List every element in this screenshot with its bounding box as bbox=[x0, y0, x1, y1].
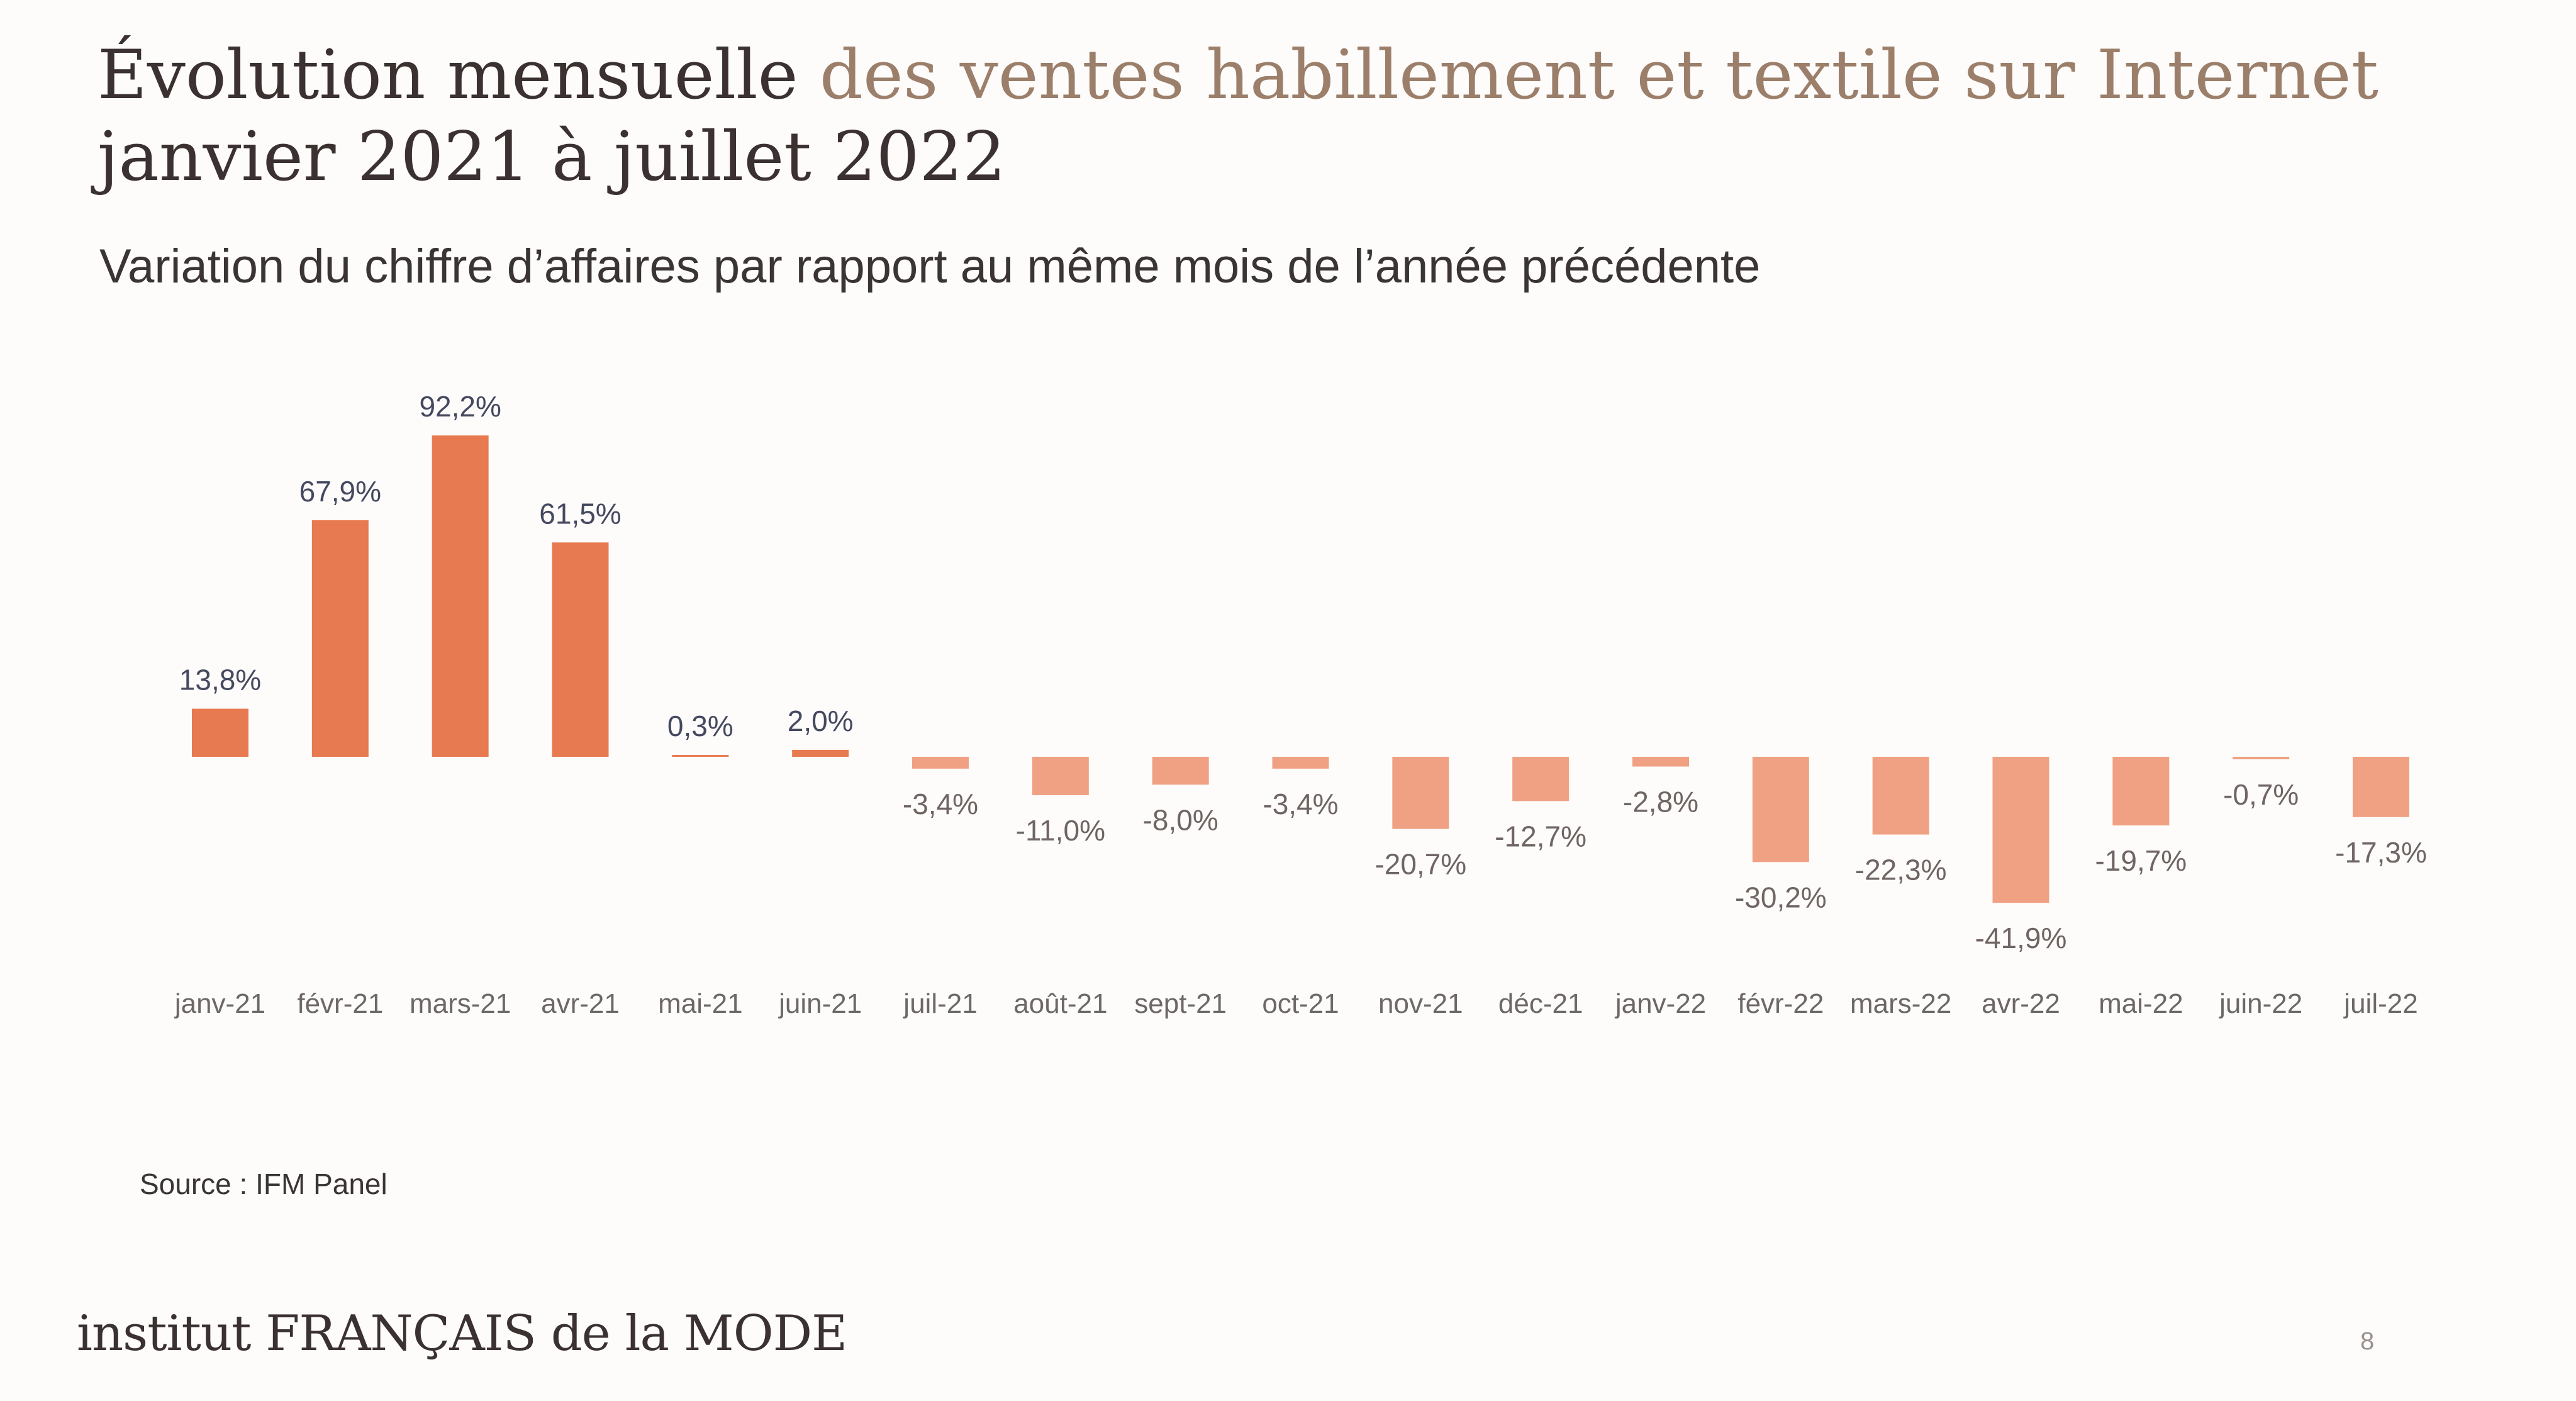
data-label-juin-21: 2,0% bbox=[788, 705, 854, 737]
data-label-janv-21: 13,8% bbox=[179, 664, 261, 696]
data-label-oct-21: -3,4% bbox=[1263, 788, 1338, 820]
data-label-janv-22: -2,8% bbox=[1623, 786, 1698, 818]
category-label-nov-21: nov-21 bbox=[1378, 988, 1463, 1019]
bar-mars-21 bbox=[432, 435, 489, 757]
bar-oct-21 bbox=[1272, 757, 1329, 769]
data-label-mai-22: -19,7% bbox=[2095, 844, 2187, 877]
category-label-juin-22: juin-22 bbox=[2218, 988, 2302, 1019]
data-label-mars-21: 92,2% bbox=[419, 390, 501, 423]
bar-déc-21 bbox=[1512, 757, 1570, 801]
category-label-sept-21: sept-21 bbox=[1134, 988, 1227, 1019]
bar-févr-22 bbox=[1752, 757, 1809, 862]
data-label-avr-22: -41,9% bbox=[1975, 922, 2067, 954]
category-label-janv-21: janv-21 bbox=[174, 988, 265, 1019]
brand-logo: institut FRANÇAIS de la MODE bbox=[77, 1305, 847, 1362]
bar-sept-21 bbox=[1152, 757, 1209, 785]
data-label-juin-22: -0,7% bbox=[2223, 778, 2299, 811]
category-label-oct-21: oct-21 bbox=[1262, 988, 1339, 1019]
title-line1-part2: des ventes habillement et textile sur In… bbox=[798, 36, 2379, 114]
bar-mai-21 bbox=[672, 755, 729, 757]
bar-chart: 13,8% janv-21 67,9% févr-21 92,2% mars-21 61,5… bbox=[174, 390, 2427, 1019]
data-label-avr-21: 61,5% bbox=[539, 497, 621, 530]
category-label-janv-22: janv-22 bbox=[1614, 988, 1706, 1019]
page-number: 8 bbox=[2360, 1327, 2375, 1355]
category-label-juil-22: juil-22 bbox=[2343, 988, 2417, 1019]
bar-mai-22 bbox=[2112, 757, 2170, 826]
category-label-juin-21: juin-21 bbox=[778, 988, 862, 1019]
bar-juil-21 bbox=[912, 757, 969, 769]
title-line2: janvier 2021 à juillet 2022 bbox=[98, 118, 1006, 196]
bar-févr-21 bbox=[311, 520, 369, 757]
category-label-déc-21: déc-21 bbox=[1498, 988, 1583, 1019]
data-label-juil-22: -17,3% bbox=[2335, 836, 2427, 869]
chart-subtitle: Variation du chiffre d’affaires par rapp… bbox=[99, 240, 1761, 293]
data-label-mai-21: 0,3% bbox=[667, 710, 733, 742]
bar-janv-22 bbox=[1632, 757, 1689, 767]
category-label-août-21: août-21 bbox=[1013, 988, 1107, 1019]
data-label-août-21: -11,0% bbox=[1016, 814, 1105, 847]
bar-janv-21 bbox=[192, 708, 248, 757]
category-label-juil-21: juil-21 bbox=[902, 988, 977, 1019]
category-label-févr-21: févr-21 bbox=[297, 988, 383, 1019]
data-label-févr-22: -30,2% bbox=[1735, 881, 1827, 913]
category-label-avr-21: avr-21 bbox=[541, 988, 620, 1019]
bar-juil-22 bbox=[2353, 757, 2409, 817]
bar-août-21 bbox=[1032, 757, 1089, 795]
data-label-févr-21: 67,9% bbox=[299, 475, 381, 508]
category-label-mai-22: mai-22 bbox=[2099, 988, 2183, 1019]
bar-juin-21 bbox=[792, 749, 849, 757]
data-label-déc-21: -12,7% bbox=[1495, 820, 1586, 852]
bar-avr-21 bbox=[552, 542, 609, 757]
category-label-févr-22: févr-22 bbox=[1737, 988, 1824, 1019]
category-label-mai-21: mai-21 bbox=[658, 988, 743, 1019]
title-line1-part1: Évolution mensuelle bbox=[98, 36, 798, 114]
bar-juin-22 bbox=[2233, 757, 2290, 759]
bar-avr-22 bbox=[1992, 757, 2049, 903]
data-label-nov-21: -20,7% bbox=[1374, 848, 1466, 881]
page-title: Évolution mensuelle des ventes habilleme… bbox=[98, 35, 2378, 198]
data-label-sept-21: -8,0% bbox=[1143, 803, 1218, 836]
data-label-juil-21: -3,4% bbox=[903, 788, 978, 820]
category-label-avr-22: avr-22 bbox=[1982, 988, 2060, 1019]
bar-mars-22 bbox=[1872, 757, 1929, 835]
bar-nov-21 bbox=[1392, 757, 1449, 829]
data-label-mars-22: -22,3% bbox=[1855, 854, 1947, 886]
category-label-mars-21: mars-21 bbox=[410, 988, 511, 1019]
category-label-mars-22: mars-22 bbox=[1850, 988, 1951, 1019]
source-note: Source : IFM Panel bbox=[140, 1168, 388, 1200]
